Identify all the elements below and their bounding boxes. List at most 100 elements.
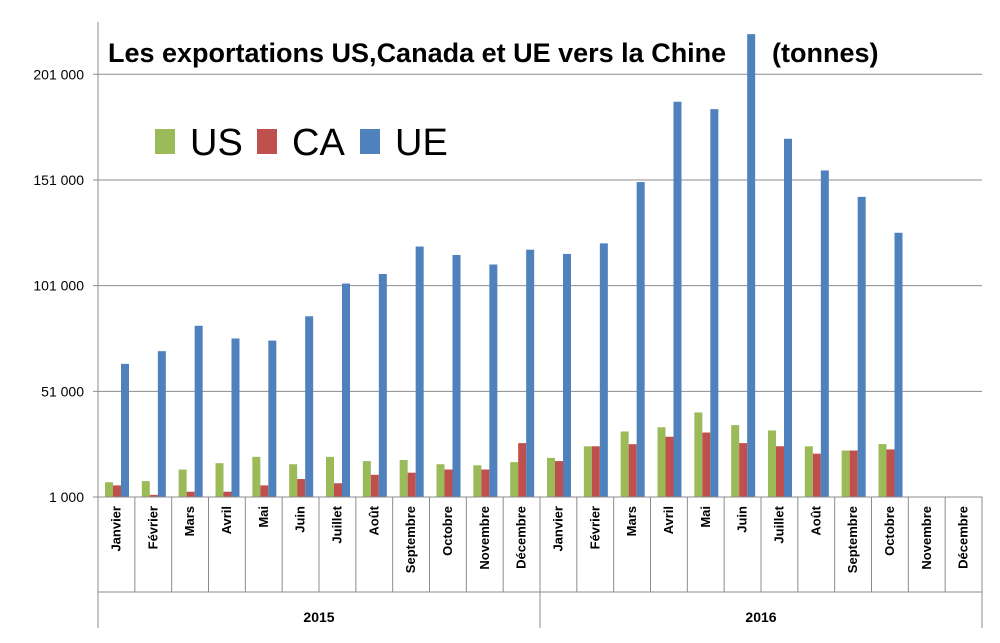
bar-us-8 [399,460,408,497]
month-label: Mars [624,506,639,536]
month-label: Août [808,505,823,535]
bar-ue-15 [673,101,682,497]
bar-us-18 [768,430,776,497]
legend-label-ca: CA [292,122,345,164]
y-tick-label: 51 000 [41,383,84,399]
y-tick-label: 101 000 [33,278,84,294]
bar-us-11 [510,462,519,497]
bar-us-7 [362,461,371,497]
month-label: Février [587,506,602,549]
bar-ue-2 [194,325,203,497]
bar-ue-6 [342,283,350,497]
chart-unit-label: (tonnes) [772,38,878,68]
bar-ue-14 [636,182,645,497]
month-label: Février [145,506,160,549]
bar-us-2 [178,469,187,497]
bar-ca-2 [186,491,195,497]
bar-ue-21 [894,232,903,497]
y-tick-label: 201 000 [33,66,84,82]
bar-ue-19 [820,170,829,497]
month-label: Avril [219,506,234,534]
bar-us-15 [657,427,666,497]
bar-ca-0 [113,485,121,497]
month-label: Octobre [882,506,897,556]
bar-ca-4 [260,485,269,497]
bar-ue-18 [784,138,792,497]
month-label: Mars [182,506,197,536]
bar-ca-6 [334,483,342,497]
bar-us-6 [326,456,334,497]
bar-us-21 [878,444,887,497]
bar-ca-5 [297,479,306,497]
bar-us-16 [694,412,703,497]
bar-ca-15 [665,436,674,497]
month-label: Juin [735,506,750,533]
bar-ca-10 [481,469,490,497]
month-label: Juillet [771,505,786,543]
bar-ca-9 [444,469,453,497]
bar-ue-7 [378,274,387,497]
bar-ca-16 [702,432,711,497]
bar-ue-12 [563,253,571,497]
month-label: Mai [698,506,713,528]
bar-us-4 [252,456,261,497]
month-label: Janvier [108,506,123,552]
month-label: Décembre [956,506,971,569]
bar-ue-10 [489,264,498,497]
y-tick-label: 1 000 [49,489,84,505]
month-label: Septembre [403,506,418,573]
month-label: Janvier [550,506,565,552]
bar-ca-21 [886,449,895,497]
bar-ue-16 [710,109,719,497]
year-label: 2015 [303,609,334,625]
bar-ca-7 [370,474,379,497]
legend-label-ue: UE [395,122,448,164]
bar-us-1 [141,481,150,497]
bar-ue-9 [452,254,461,497]
bar-ue-11 [526,249,535,497]
y-tick-label: 151 000 [33,172,84,188]
bar-ue-1 [157,351,166,497]
bar-ca-19 [812,453,821,497]
bar-ca-14 [628,444,637,497]
bar-ue-17 [747,34,756,497]
bar-ue-4 [268,340,277,497]
bar-us-9 [436,464,445,497]
bar-us-20 [841,450,850,497]
bar-ca-3 [223,491,232,497]
bar-ue-0 [121,363,129,497]
month-label: Octobre [440,506,455,556]
bar-us-5 [289,464,298,497]
bar-us-14 [620,431,629,497]
bar-ue-13 [599,243,608,497]
bar-ue-8 [415,246,424,497]
bar-us-13 [583,446,592,497]
bar-ca-8 [407,472,416,497]
month-label: Novembre [919,506,934,570]
chart-title: Les exportations US,Canada et UE vers la… [108,38,726,68]
legend-label-us: US [190,122,243,164]
bar-ca-11 [518,443,527,497]
legend-swatch-us [155,129,175,154]
bar-us-0 [105,482,113,497]
bar-ue-5 [305,316,314,497]
bar-ca-17 [739,443,748,497]
month-label: Août [366,505,381,535]
bar-us-12 [547,457,555,497]
bar-us-3 [215,463,224,497]
bar-ca-18 [776,446,784,497]
legend-swatch-ca [257,129,277,154]
legend-swatch-ue [360,129,380,154]
bar-us-17 [731,425,740,497]
month-label: Septembre [845,506,860,573]
month-label: Mai [256,506,271,528]
bar-ue-3 [231,338,240,497]
month-label: Juillet [329,505,344,543]
bar-us-19 [804,446,813,497]
bar-us-10 [473,465,482,497]
bar-ca-1 [149,494,158,497]
month-label: Décembre [514,506,529,569]
bar-ca-12 [555,461,563,497]
bar-ca-20 [849,450,858,497]
